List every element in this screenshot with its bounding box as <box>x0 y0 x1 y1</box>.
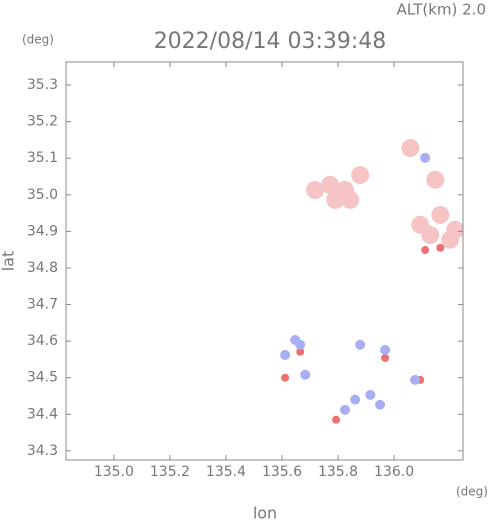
echo-point <box>296 347 305 356</box>
echo-point <box>426 170 445 189</box>
x-axis-label: lon <box>253 504 277 521</box>
y-tick-label: 34.6 <box>27 333 58 349</box>
echo-point <box>380 344 391 355</box>
y-unit: (deg) <box>22 33 54 47</box>
x-tick-label: 135.6 <box>262 464 302 480</box>
echo-point <box>420 152 431 163</box>
echo-point <box>375 399 386 410</box>
y-tick-label: 34.3 <box>27 443 58 459</box>
y-tick-label: 34.5 <box>27 370 58 386</box>
echo-point <box>410 374 421 385</box>
y-tick-label: 35.2 <box>27 114 58 130</box>
y-tick-label: 34.7 <box>27 297 58 313</box>
echo-point <box>340 404 351 415</box>
echo-point <box>281 373 290 382</box>
y-tick-label: 34.4 <box>27 406 58 422</box>
echo-point <box>441 230 460 249</box>
echo-point <box>280 350 291 361</box>
x-tick-label: 135.4 <box>206 464 246 480</box>
x-tick-label: 136.0 <box>374 464 414 480</box>
echo-point <box>332 415 341 424</box>
y-axis-label: lat <box>0 251 18 272</box>
echo-point <box>350 394 361 405</box>
x-unit: (deg) <box>456 485 488 499</box>
y-tick-label: 35.0 <box>27 187 58 203</box>
echo-point <box>365 389 376 400</box>
y-tick-label: 34.8 <box>27 260 58 276</box>
y-tick-label: 34.9 <box>27 223 58 239</box>
echo-point <box>436 243 445 252</box>
echo-point <box>431 205 450 224</box>
y-tick-label: 35.1 <box>27 150 58 166</box>
echo-point <box>295 339 306 350</box>
echo-point <box>381 353 390 362</box>
echo-point <box>306 181 325 200</box>
plot-frame <box>65 61 464 461</box>
y-tick-label: 35.3 <box>27 77 58 93</box>
echo-point <box>351 166 370 185</box>
x-tick-label: 135.0 <box>94 464 134 480</box>
echo-point <box>326 190 345 209</box>
subtitle: ALT(km) 2.0 <box>397 1 486 19</box>
echo-point <box>321 175 340 194</box>
x-tick-label: 135.8 <box>318 464 358 480</box>
echo-point <box>421 226 440 245</box>
echo-point <box>401 138 420 157</box>
echo-point <box>355 339 366 350</box>
plot-marks <box>280 138 463 424</box>
echo-point <box>300 369 311 380</box>
echo-point <box>421 246 430 255</box>
x-tick-label: 135.2 <box>150 464 190 480</box>
echo-point <box>341 190 360 209</box>
chart-title: 2022/08/14 03:39:48 <box>154 29 387 54</box>
